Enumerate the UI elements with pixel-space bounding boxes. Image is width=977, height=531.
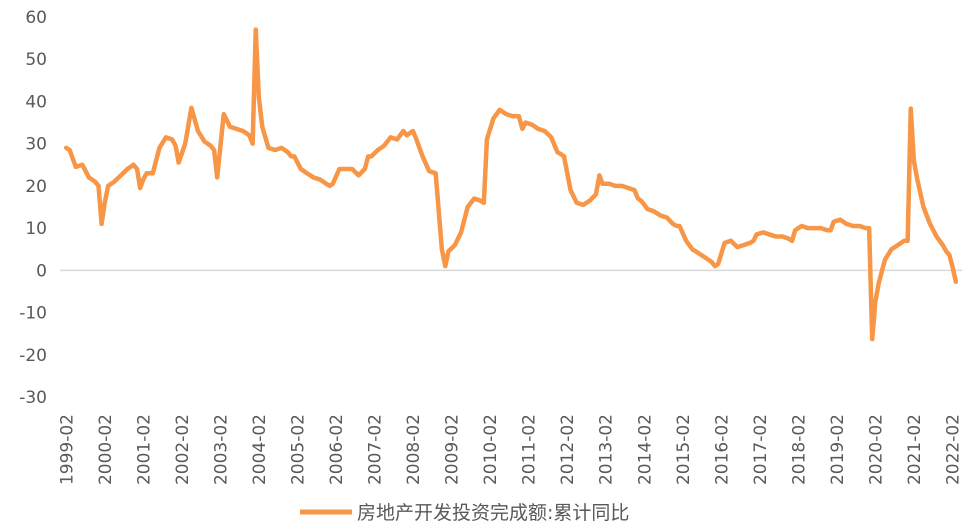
x-tick-label: 2010-02 bbox=[481, 414, 501, 485]
y-tick-label: 40 bbox=[25, 92, 47, 112]
x-tick-label: 2015-02 bbox=[674, 414, 694, 485]
x-tick-label: 2007-02 bbox=[366, 414, 386, 485]
x-tick-label: 2021-02 bbox=[905, 414, 925, 485]
x-tick-label: 2004-02 bbox=[250, 414, 270, 485]
x-tick-label: 2002-02 bbox=[173, 414, 193, 485]
x-tick-label: 2008-02 bbox=[404, 414, 424, 485]
x-tick-label: 2000-02 bbox=[96, 414, 116, 485]
x-tick-label: 2001-02 bbox=[134, 414, 154, 485]
x-tick-label: 2006-02 bbox=[327, 414, 347, 485]
x-tick-label: 2009-02 bbox=[443, 414, 463, 485]
x-tick-label: 2003-02 bbox=[211, 414, 231, 485]
y-tick-label: -10 bbox=[19, 304, 47, 324]
y-tick-label: 50 bbox=[25, 50, 47, 70]
x-tick-label: 2005-02 bbox=[289, 414, 309, 485]
x-tick-label: 2022-02 bbox=[944, 414, 964, 485]
y-tick-label: 0 bbox=[36, 261, 47, 281]
y-tick-label: 60 bbox=[25, 8, 47, 28]
x-axis-tick-labels: 1999-02 2000-02 2001-02 2002-02 2003-02 2004-… bbox=[57, 414, 963, 485]
y-tick-label: 20 bbox=[25, 177, 47, 197]
x-tick-label: 2012-02 bbox=[558, 414, 578, 485]
legend: 房地产开发投资完成额:累计同比 bbox=[300, 502, 629, 524]
x-tick-label: 2020-02 bbox=[866, 414, 886, 485]
x-tick-label: 2019-02 bbox=[828, 414, 848, 485]
y-axis-tick-labels: 60 50 40 30 20 10 0 -10 -20 -30 bbox=[19, 8, 47, 408]
x-tick-label: 1999-02 bbox=[57, 414, 77, 485]
x-tick-label: 2018-02 bbox=[789, 414, 809, 485]
x-tick-label: 2014-02 bbox=[635, 414, 655, 485]
y-tick-label: -20 bbox=[19, 346, 47, 366]
series-line bbox=[63, 27, 959, 342]
series-layer bbox=[63, 27, 959, 342]
x-tick-label: 2011-02 bbox=[520, 414, 540, 485]
x-tick-label: 2017-02 bbox=[751, 414, 771, 485]
y-tick-label: 10 bbox=[25, 219, 47, 239]
y-tick-label: 30 bbox=[25, 135, 47, 155]
y-tick-label: -30 bbox=[19, 388, 47, 408]
legend-label: 房地产开发投资完成额:累计同比 bbox=[357, 502, 629, 524]
x-tick-label: 2016-02 bbox=[712, 414, 732, 485]
x-tick-label: 2013-02 bbox=[597, 414, 617, 485]
